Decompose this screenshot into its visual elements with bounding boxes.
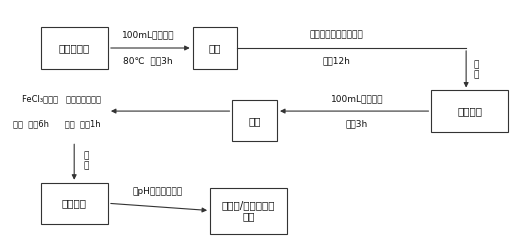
Text: 抽
滤: 抽 滤 bbox=[83, 151, 88, 171]
Text: 搅抁3h: 搅抁3h bbox=[345, 120, 368, 129]
Text: 钒基膊润土: 钒基膊润土 bbox=[59, 43, 90, 53]
Text: 抽
滤: 抽 滤 bbox=[473, 60, 479, 80]
Bar bbox=[431, 91, 508, 132]
Text: 聚膲胺/有机膊润土
粉末: 聚膲胺/有机膊润土 粉末 bbox=[222, 200, 275, 221]
Bar bbox=[193, 27, 238, 69]
Text: 100mL去离子水: 100mL去离子水 bbox=[122, 30, 174, 40]
Text: 100mL去离子水: 100mL去离子水 bbox=[331, 95, 383, 104]
Text: 浆液: 浆液 bbox=[249, 116, 261, 126]
Text: FeCl₃水溶液   对甲基苯磺酸钐: FeCl₃水溶液 对甲基苯磺酸钐 bbox=[22, 95, 101, 104]
Text: 固体产物: 固体产物 bbox=[458, 106, 482, 116]
Text: 十六烷基三甲基渴化鄓: 十六烷基三甲基渴化鄓 bbox=[310, 30, 364, 40]
Text: 室温  搅抁6h      吠和  搅抁1h: 室温 搅抁6h 吠和 搅抁1h bbox=[13, 120, 101, 129]
Bar bbox=[41, 27, 108, 69]
Bar bbox=[41, 183, 108, 224]
Text: 浆液: 浆液 bbox=[209, 43, 221, 53]
Text: 调pH、干燥、研磨: 调pH、干燥、研磨 bbox=[133, 187, 183, 196]
Bar bbox=[210, 187, 287, 234]
Bar bbox=[232, 100, 277, 142]
Text: 80℃  搅抁3h: 80℃ 搅抁3h bbox=[123, 57, 172, 65]
Text: 固体产物: 固体产物 bbox=[62, 198, 87, 208]
Text: 搅抁12h: 搅抁12h bbox=[323, 57, 351, 65]
